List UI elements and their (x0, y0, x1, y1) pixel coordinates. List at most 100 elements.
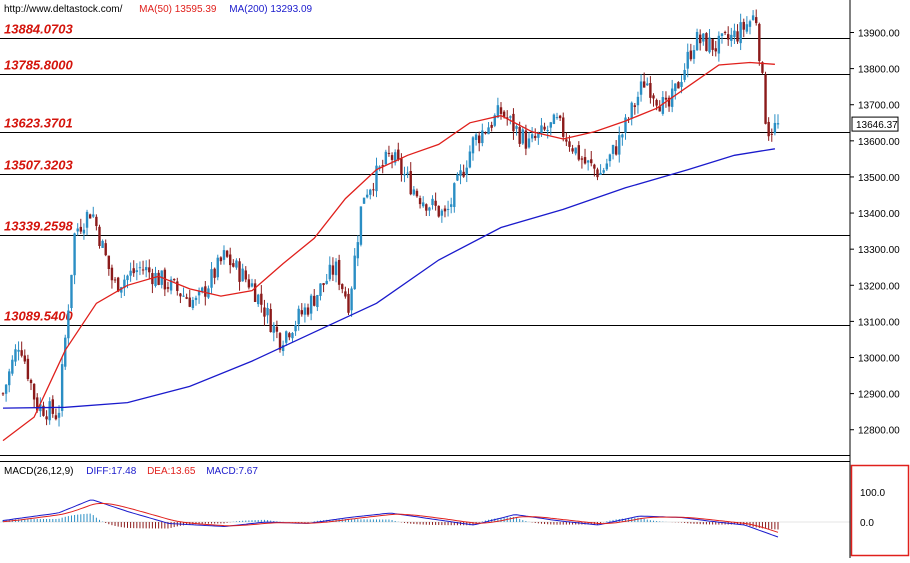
candle-body (328, 264, 332, 280)
candle-body (70, 274, 73, 309)
candle-body (742, 21, 745, 30)
candle-body (490, 124, 493, 128)
candle-body (611, 144, 615, 154)
candle-body (636, 96, 640, 106)
candle-body (652, 95, 655, 99)
candle-body (698, 34, 702, 44)
candle-body (42, 405, 45, 416)
macd-header: MACD(26,12,9) DIFF:17.48 DEA:13.65 MACD:… (4, 465, 258, 479)
candle-body (8, 371, 11, 386)
candle-body (708, 37, 711, 53)
candle-body (527, 138, 531, 148)
candle-body (493, 115, 496, 126)
level-label: 13623.3701 (4, 116, 73, 131)
candle-body (577, 145, 581, 160)
candle-body (692, 49, 696, 59)
candle-body (590, 159, 593, 164)
candle-body (144, 267, 148, 271)
candle-body (135, 270, 139, 273)
candle-body (428, 207, 431, 211)
candle-body (714, 48, 717, 52)
candle-body (32, 383, 36, 400)
candle-body (334, 261, 338, 276)
candle-body (88, 214, 92, 219)
candle-body (29, 379, 33, 384)
level-label: 13339.2598 (4, 219, 73, 234)
candle-body (770, 133, 773, 135)
candle-body (291, 332, 294, 339)
macd-dea: DEA:13.65 (147, 466, 196, 477)
candle-body (300, 310, 303, 315)
candle-body (478, 135, 481, 144)
candle-body (191, 299, 195, 309)
macd-tick-label: 100.0 (860, 488, 885, 499)
candle-body (767, 121, 770, 137)
candle-body (113, 279, 117, 281)
candle-body (468, 151, 472, 168)
candle-body (621, 134, 624, 138)
candle-body (260, 293, 263, 305)
candle-body (465, 167, 468, 175)
candle-body (549, 122, 552, 128)
candle-body (415, 190, 419, 197)
candle-body (344, 291, 347, 297)
candle-body (179, 293, 182, 297)
candle-body (530, 134, 534, 139)
candle-body (275, 326, 279, 332)
candle-body (14, 349, 17, 362)
macd-axis-frame (850, 464, 910, 557)
candle-body (711, 39, 714, 50)
candle-body (605, 163, 609, 170)
candle-body (138, 267, 142, 269)
candle-body (281, 345, 285, 352)
candle-body (717, 35, 721, 54)
candle-body (309, 295, 313, 314)
candle-body (434, 200, 437, 206)
candle-body (222, 250, 226, 260)
candle-body (518, 126, 521, 144)
candle-body (440, 210, 444, 216)
candle-body (116, 277, 120, 292)
candle-body (658, 106, 661, 112)
candle-body (194, 297, 198, 301)
y-tick-label: 13200.00 (858, 281, 900, 292)
candle-body (120, 287, 123, 293)
candle-body (247, 279, 251, 288)
y-tick-label: 13600.00 (858, 137, 900, 148)
candle-body (200, 287, 204, 292)
candle-body (739, 22, 742, 44)
candle-body (552, 114, 556, 124)
candle-body (745, 24, 749, 32)
candle-body (437, 205, 440, 217)
candle-body (571, 148, 574, 152)
candle-body (761, 62, 764, 73)
candle-body (540, 125, 543, 134)
candle-body (213, 268, 216, 278)
candle-body (216, 257, 219, 278)
candle-body (667, 97, 671, 107)
level-label: 13884.0703 (4, 22, 73, 37)
macd-tick-label: 0.0 (860, 518, 874, 529)
candle-body (132, 268, 135, 274)
candle-body (219, 257, 223, 262)
candle-body (471, 137, 475, 154)
candle-body (412, 189, 416, 195)
candle-body (369, 189, 372, 195)
candle-body (689, 50, 693, 60)
candle-body (169, 279, 173, 291)
candle-body (614, 146, 618, 155)
candle-body (484, 132, 487, 134)
candle-body (126, 275, 129, 281)
candle-body (45, 416, 48, 420)
candle-body (148, 267, 151, 273)
header-url[interactable]: http://www.deltastock.com/ (4, 4, 123, 15)
candle-body (602, 170, 605, 173)
candle-body (446, 208, 450, 210)
candle-body (562, 117, 565, 137)
candle-body (23, 355, 26, 362)
candle-body (537, 132, 540, 138)
candle-body (474, 134, 478, 141)
candle-body (608, 154, 612, 162)
candle-body (580, 158, 584, 160)
